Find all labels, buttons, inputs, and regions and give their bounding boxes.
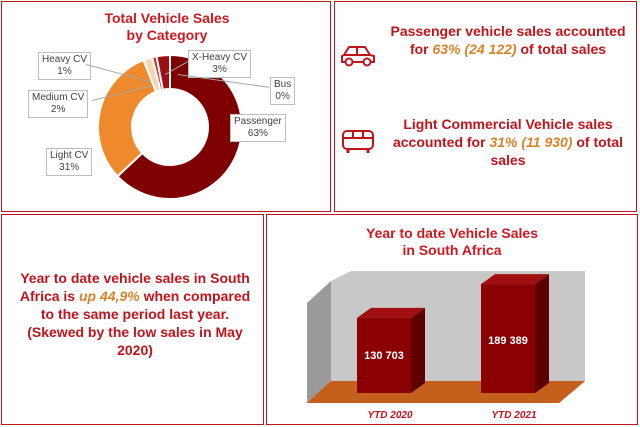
callout-medium-cv-label: Medium CV xyxy=(32,92,85,103)
donut-chart-title: Total Vehicle Sales by Category xyxy=(62,10,272,44)
slice-x-heavy-cv xyxy=(155,53,171,91)
light-cv-fact: Light Commercial Vehicle sales accounted… xyxy=(383,115,633,169)
callout-bus: Bus 0% xyxy=(270,77,296,105)
light-cv-fact-text: Light Commercial Vehicle sales accounted… xyxy=(392,116,613,150)
light-cv-fact-suffix: of total sales xyxy=(490,134,624,168)
callout-heavy-cv-value: 1% xyxy=(57,66,72,77)
callout-light-cv-label: Light CV xyxy=(50,150,89,161)
car-icon xyxy=(341,46,375,67)
bar-title-line-2: in South Africa xyxy=(402,242,502,258)
passenger-fact-suffix: of total sales xyxy=(516,41,607,57)
callout-light-cv: Light CV 31% xyxy=(46,148,93,176)
x-axis-label-ytd-2021: YTD 2021 xyxy=(491,410,536,421)
left-wall xyxy=(307,281,331,403)
callout-bus-value: 0% xyxy=(275,91,290,102)
passenger-fact-text: Passenger vehicle sales accounted for xyxy=(390,23,626,57)
passenger-fact: Passenger vehicle sales accounted for 63… xyxy=(383,22,633,58)
callout-light-cv-value: 31% xyxy=(59,162,80,173)
callout-bus-label: Bus xyxy=(274,79,292,90)
ytd-comparison-note: (Skewed by the low sales in May 2020) xyxy=(27,324,243,358)
bar-chart-panel: Year to date Vehicle Sales in South Afri… xyxy=(266,214,638,425)
bar-side-ytd-2020 xyxy=(411,307,425,393)
bar-side-ytd-2021 xyxy=(535,274,549,393)
ytd-comparison-text: Year to date vehicle sales in South Afri… xyxy=(16,269,254,359)
slice-passenger xyxy=(116,53,243,200)
callout-medium-cv-value: 2% xyxy=(50,104,66,115)
callout-passenger-value: 63% xyxy=(247,128,268,139)
bar-ytd-2021 xyxy=(481,284,535,393)
slice-light-cv xyxy=(97,58,158,178)
callout-passenger-label: Passenger xyxy=(234,116,282,127)
ytd-comparison-panel: Year to date vehicle sales in South Afri… xyxy=(1,214,264,425)
donut-chart-panel: Total Vehicle Sales by Category Heavy CV… xyxy=(1,1,331,212)
callout-x-heavy-cv: X-Heavy CV 3% xyxy=(188,50,252,78)
bar-chart-title: Year to date Vehicle Sales in South Afri… xyxy=(307,225,597,259)
callout-heavy-cv: Heavy CV 1% xyxy=(38,52,92,80)
callout-passenger: Passenger 63% xyxy=(230,114,286,142)
bar-value-label-ytd-2020: 130 703 xyxy=(364,350,404,362)
passenger-fact-highlight: 63% (24 122) xyxy=(432,41,517,57)
category-facts-panel: Passenger vehicle sales accounted for 63… xyxy=(334,1,637,212)
donut-chart xyxy=(97,53,243,200)
x-axis-label-ytd-2020: YTD 2020 xyxy=(367,410,412,421)
ytd-statement-suffix: when compared to the same period last ye… xyxy=(40,288,251,322)
bar-ytd-2020 xyxy=(357,317,411,393)
bar-top-ytd-2020 xyxy=(357,307,425,318)
callout-x-heavy-cv-value: 3% xyxy=(212,64,227,75)
callout-heavy-cv-label: Heavy CV xyxy=(42,54,88,65)
bar-top-ytd-2021 xyxy=(481,274,549,285)
bus-icon xyxy=(342,130,374,153)
donut-title-line-1: Total Vehicle Sales xyxy=(104,10,230,26)
bar-value-label-ytd-2021: 189 389 xyxy=(488,335,528,347)
ytd-comparison-statement: Year to date vehicle sales in South Afri… xyxy=(16,269,254,323)
bars-group: 130 703 189 389 xyxy=(357,274,549,393)
donut-title-line-2: by Category xyxy=(126,27,208,43)
ytd-statement-highlight: up 44,9% xyxy=(78,288,140,304)
callout-medium-cv: Medium CV 2% xyxy=(28,90,89,118)
callout-x-heavy-cv-label: X-Heavy CV xyxy=(192,52,248,63)
bar-title-line-1: Year to date Vehicle Sales xyxy=(366,225,538,241)
light-cv-fact-highlight: 31% (11 930) xyxy=(489,134,573,150)
ytd-statement-text: Year to date vehicle sales in South Afri… xyxy=(19,270,250,304)
bar-chart: 130 703 189 389 YTD 2020 YTD 2021 xyxy=(307,271,585,421)
